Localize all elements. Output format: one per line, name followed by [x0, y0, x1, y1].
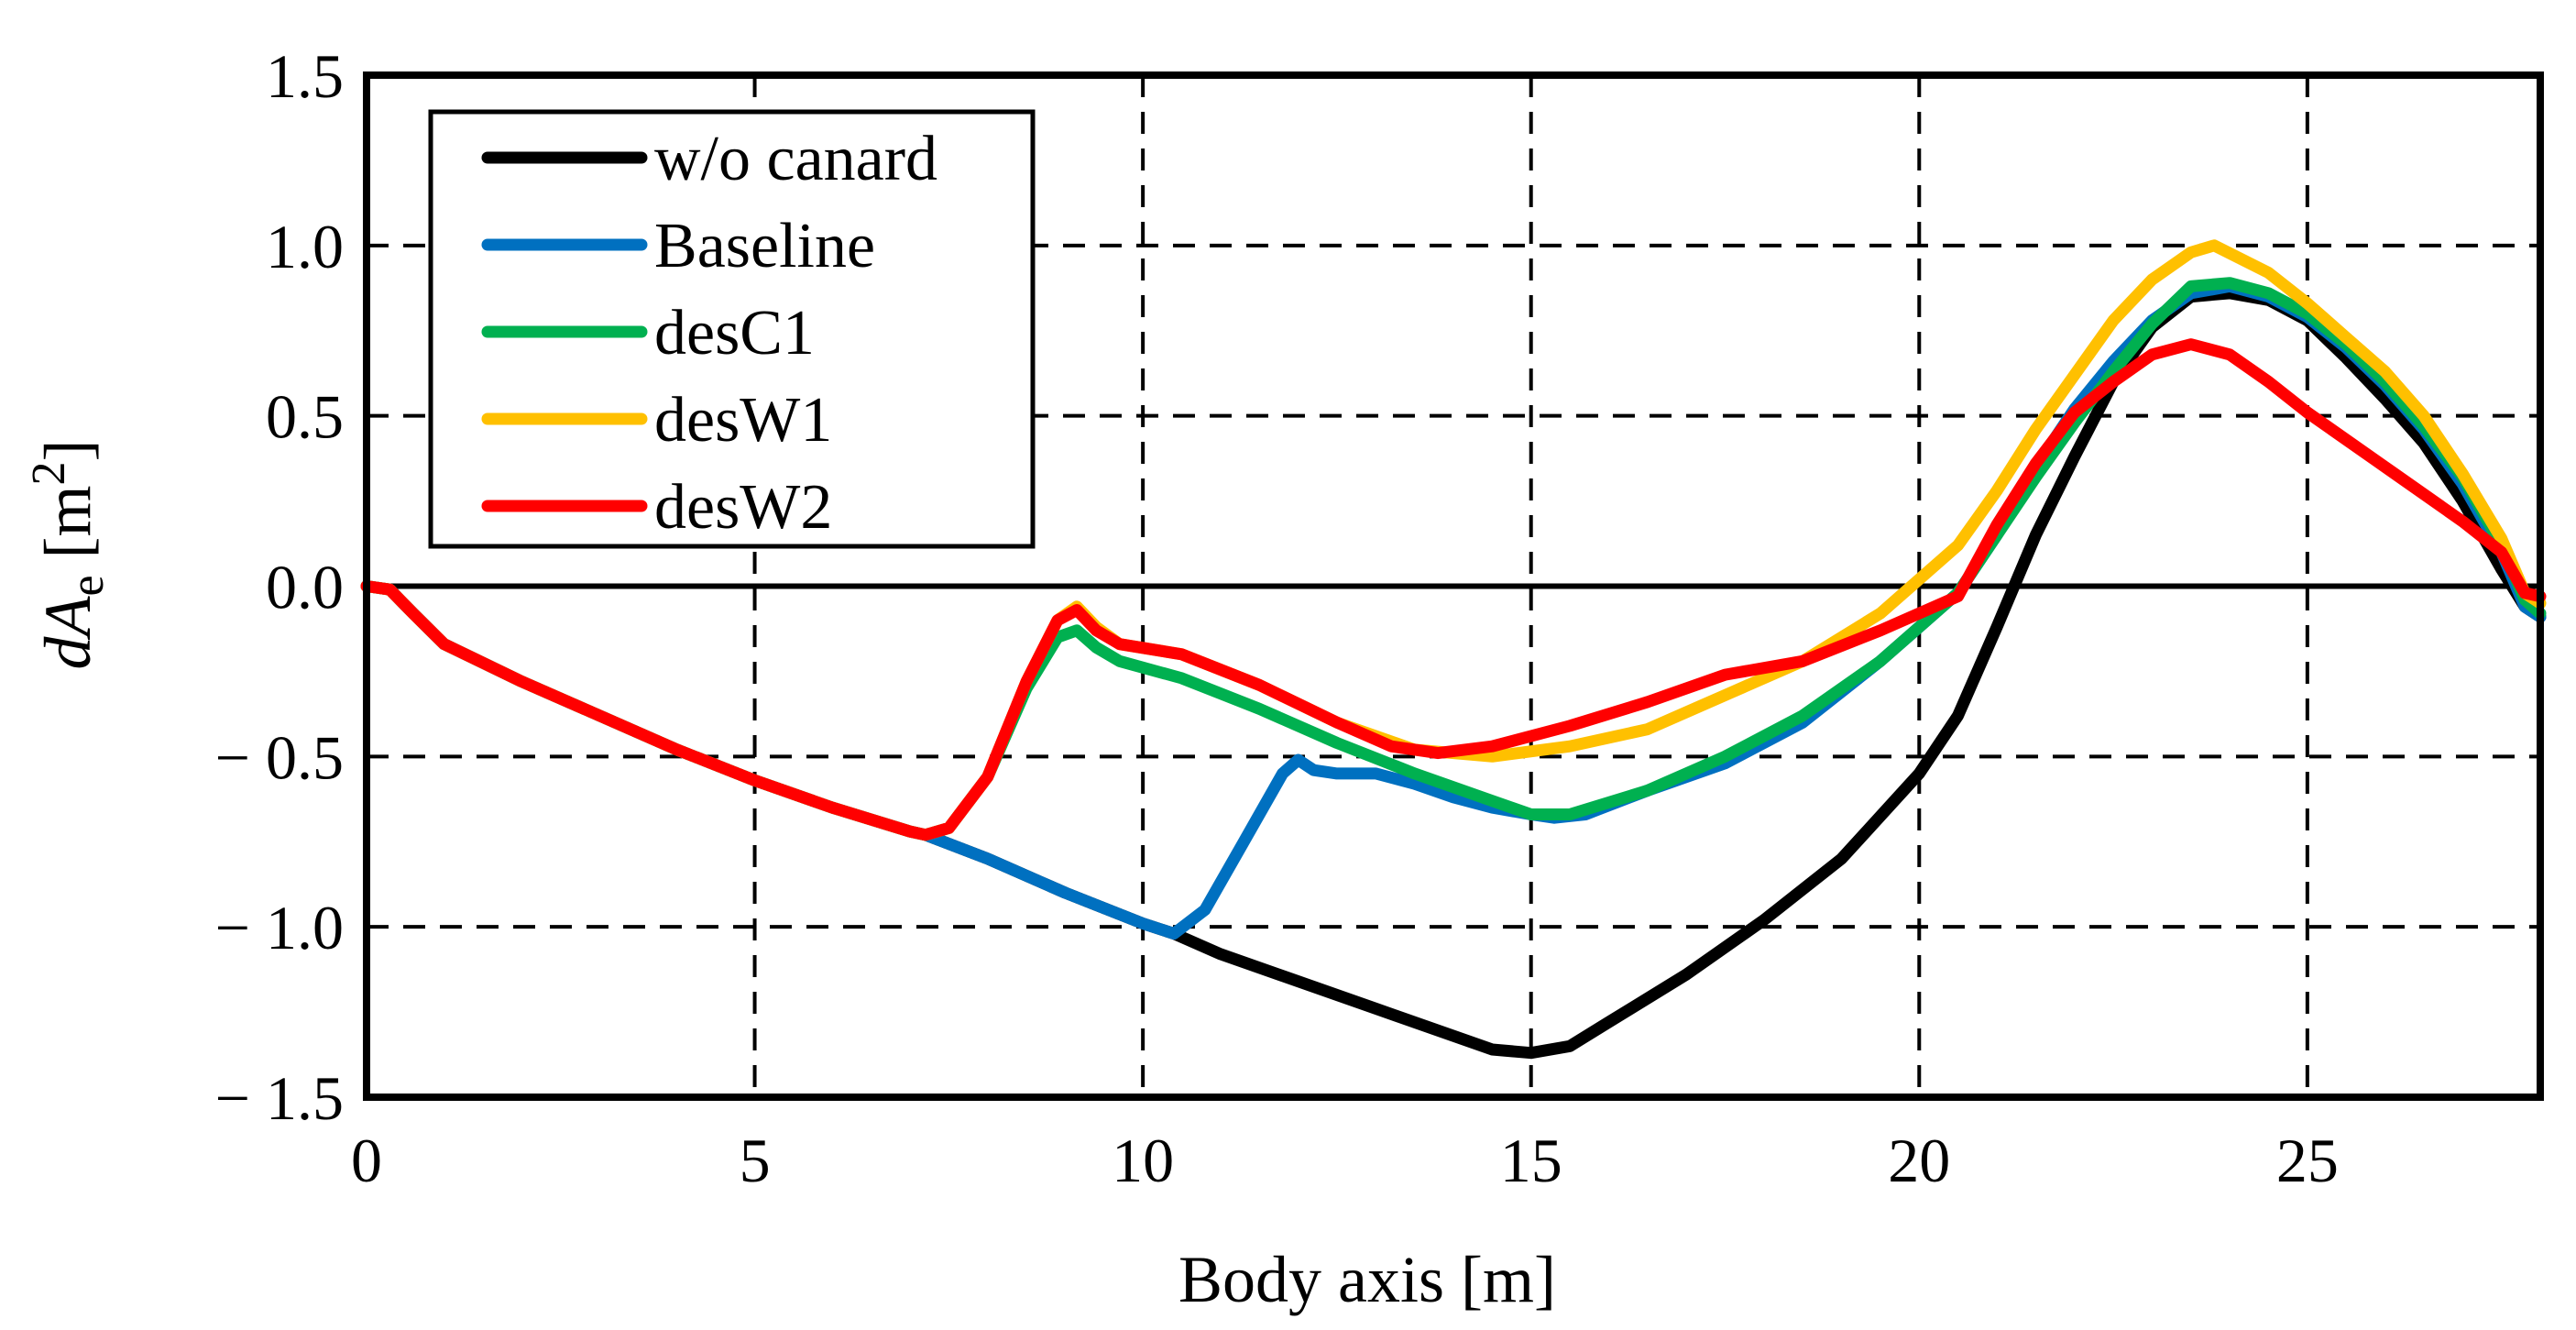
x-tick-label: 15: [1500, 1126, 1562, 1195]
legend-label: w/o canard: [654, 124, 937, 194]
x-tick-label: 10: [1112, 1126, 1174, 1195]
legend: w/o canard Baseline desC1 desW1 desW2: [428, 109, 1036, 549]
legend-label: Baseline: [654, 211, 875, 281]
plot-frame: [363, 71, 2544, 1101]
legend-label: desC1: [654, 298, 815, 368]
y-tick-label: − 1.0: [215, 893, 344, 962]
y-axis-title-unit-close: ]: [31, 439, 104, 461]
series-line-5: [360, 338, 2547, 841]
y-axis-title: dAe [m2]: [23, 439, 114, 669]
legend-label: desW2: [654, 472, 832, 543]
y-tick-label: − 0.5: [215, 722, 344, 792]
y-axis-title-subscript: e: [61, 575, 114, 596]
y-axis-title-d: d: [31, 636, 104, 670]
x-tick-label: 5: [740, 1126, 771, 1195]
y-axis-title-group: dAe [m2]: [23, 439, 114, 669]
x-tick-labels: 0 5 10 15 20 25: [351, 1126, 2339, 1195]
y-tick-label: 1.0: [266, 212, 344, 281]
y-axis-title-unit-open: [m: [31, 485, 104, 575]
x-axis-title: Body axis [m]: [1178, 1243, 1556, 1316]
y-tick-label: 0.0: [266, 553, 344, 622]
y-tick-label: − 1.5: [215, 1063, 344, 1133]
y-axis-title-a: A: [31, 596, 104, 641]
y-tick-label: 1.5: [266, 41, 344, 111]
x-tick-label: 0: [351, 1126, 382, 1195]
y-tick-label: 0.5: [266, 382, 344, 452]
x-tick-label: 20: [1888, 1126, 1950, 1195]
y-tick-labels: 1.5 1.0 0.5 0.0 − 0.5 − 1.0 − 1.5: [215, 41, 344, 1133]
x-tick-label: 25: [2276, 1126, 2339, 1195]
y-axis-title-superscript: 2: [23, 461, 75, 485]
series-group: [360, 239, 2547, 1060]
legend-label: desW1: [654, 385, 832, 456]
